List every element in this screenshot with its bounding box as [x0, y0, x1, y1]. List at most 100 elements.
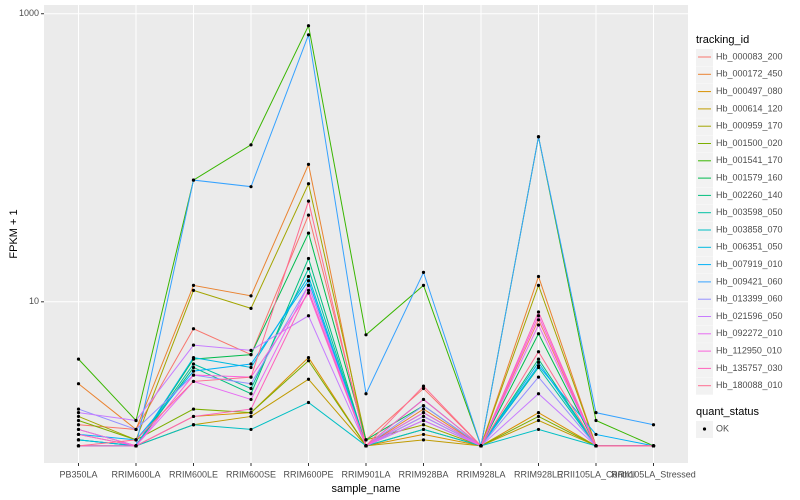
y-axis-title: FPKM + 1: [8, 209, 20, 258]
data-point: [364, 392, 368, 396]
legend-label: Hb_003598_050: [716, 207, 783, 217]
data-point: [191, 327, 196, 331]
data-point: [536, 318, 541, 322]
data-point: [306, 199, 311, 203]
data-point: [421, 414, 426, 419]
data-point: [306, 274, 311, 279]
data-point: [536, 135, 541, 139]
data-point: [306, 162, 311, 166]
data-point: [536, 274, 541, 279]
data-point: [249, 382, 253, 386]
x-tick-label: RRIM901LA: [341, 469, 390, 479]
y-tick-label: 1000: [19, 8, 39, 18]
legend-label: Hb_000172_450: [716, 69, 783, 79]
data-point: [479, 444, 483, 448]
legend-label: Hb_180088_010: [716, 380, 783, 390]
x-tick-label: PB350LA: [59, 469, 97, 479]
data-point: [306, 291, 311, 295]
data-point: [306, 231, 311, 235]
data-point: [76, 382, 81, 386]
legend-label: Hb_002260_140: [716, 190, 783, 200]
x-tick-label: RRIM600LE: [169, 469, 218, 479]
data-point: [249, 306, 253, 310]
legend-label: Hb_001541_170: [716, 155, 783, 165]
legend-label: Hb_000959_170: [716, 121, 783, 131]
data-point: [536, 364, 541, 368]
x-tick-label: RRII105LA_Stressed: [611, 469, 696, 479]
legend-label: Hb_009421_060: [716, 276, 783, 286]
data-point: [191, 373, 196, 377]
data-point: [306, 256, 311, 261]
legend-label: Hb_092272_010: [716, 328, 783, 338]
data-point: [134, 444, 138, 448]
legend-label: Hb_003858_070: [716, 224, 783, 234]
data-point: [536, 350, 541, 354]
data-point: [536, 414, 541, 419]
data-point: [249, 143, 253, 147]
data-point: [421, 397, 426, 402]
data-point: [306, 213, 311, 217]
data-point: [421, 432, 426, 437]
data-point: [306, 279, 311, 283]
legend-label: Hb_013399_060: [716, 294, 783, 304]
data-point: [76, 411, 81, 415]
legend-label: Hb_000614_120: [716, 103, 783, 113]
data-point: [249, 397, 253, 402]
data-point: [421, 404, 426, 408]
data-point: [421, 407, 426, 411]
data-point: [76, 444, 81, 448]
legend-label: Hb_001579_160: [716, 172, 783, 182]
legend-label: Hb_007919_010: [716, 259, 783, 269]
data-point: [536, 357, 541, 361]
data-point: [536, 427, 541, 432]
data-point: [249, 392, 253, 396]
data-point: [191, 379, 196, 384]
data-point: [421, 427, 426, 432]
data-point: [651, 423, 656, 427]
x-tick-label: RRIM600PE: [283, 469, 333, 479]
data-point: [249, 427, 253, 432]
data-point: [364, 438, 368, 442]
data-point: [651, 444, 656, 448]
data-point: [536, 314, 541, 318]
data-point: [191, 355, 196, 360]
data-point: [594, 418, 598, 423]
data-point: [594, 432, 598, 437]
data-point: [249, 185, 253, 189]
data-point: [76, 407, 81, 411]
data-point: [76, 357, 81, 361]
data-point: [76, 418, 81, 423]
data-point: [421, 423, 426, 427]
data-point: [306, 314, 311, 318]
data-point: [594, 444, 598, 448]
data-point: [536, 323, 541, 327]
data-point: [249, 386, 253, 391]
data-point: [191, 365, 196, 370]
data-point: [134, 438, 138, 442]
data-point: [191, 369, 196, 373]
data-point: [306, 267, 311, 271]
legend-label: Hb_000497_080: [716, 86, 783, 96]
data-point: [76, 427, 81, 432]
x-tick-label: RRIM600SE: [226, 469, 276, 479]
legend-title: quant_status: [696, 406, 759, 418]
data-point: [536, 418, 541, 423]
data-point: [536, 360, 541, 364]
data-point: [306, 33, 311, 37]
data-point: [421, 384, 426, 388]
data-point: [364, 444, 368, 448]
data-point: [249, 362, 253, 366]
data-point: [191, 288, 196, 292]
data-point: [306, 182, 311, 186]
legend-label: Hb_135757_030: [716, 363, 783, 373]
data-point: [249, 414, 253, 419]
x-axis-title: sample_name: [331, 483, 400, 495]
data-point: [249, 375, 253, 379]
data-point: [134, 418, 138, 423]
data-point: [134, 427, 138, 432]
data-point: [191, 407, 196, 411]
legend-label: OK: [716, 423, 729, 433]
legend-title: tracking_id: [696, 34, 749, 46]
data-point: [536, 332, 541, 336]
